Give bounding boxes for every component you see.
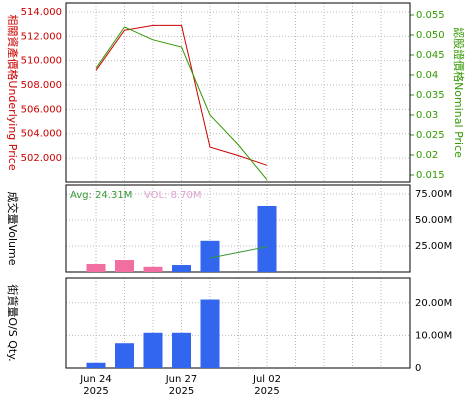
y-tick-label: 514.000 xyxy=(21,7,62,18)
bar xyxy=(172,332,191,368)
y2-tick-label: 0.025 xyxy=(416,130,445,141)
y-axis-label: 街貨量O/S Qty. xyxy=(6,284,20,361)
y2-tick-label: 0.045 xyxy=(416,50,445,61)
y-tick-label: 50.00M xyxy=(415,215,452,226)
bar xyxy=(257,205,277,272)
y2-tick-label: 0.015 xyxy=(416,170,445,181)
y-tick-label: 75.00M xyxy=(415,189,452,200)
x-tick-label: Jun 27 xyxy=(165,374,198,385)
y-axis-label: 相關資產價格Underlying Price xyxy=(6,14,20,170)
bar xyxy=(172,265,191,272)
x-tick-label: Jul 02 xyxy=(252,374,281,385)
x-tick-label: 2025 xyxy=(83,386,108,397)
bar xyxy=(115,343,134,368)
bar xyxy=(143,266,163,272)
y-tick-label: 20.00M xyxy=(415,298,452,309)
bar xyxy=(143,332,163,368)
bar xyxy=(86,263,106,272)
y2-tick-label: 0.04 xyxy=(416,70,438,81)
x-tick-label: 2025 xyxy=(169,386,194,397)
y2-tick-label: 0.035 xyxy=(416,90,445,101)
y-tick-label: 502.000 xyxy=(21,153,62,164)
plot-frame xyxy=(65,2,411,183)
y-tick-label: 510.000 xyxy=(21,56,62,67)
x-tick-label: 2025 xyxy=(254,386,279,397)
bar xyxy=(86,362,106,368)
y2-tick-label: 0.055 xyxy=(416,10,445,21)
bar xyxy=(115,260,134,272)
y-tick-label: 506.000 xyxy=(21,104,62,115)
y-tick-label: 0 xyxy=(415,363,421,374)
line xyxy=(95,24,268,166)
avg-label: Avg: 24.31M xyxy=(70,190,132,201)
y-tick-label: 504.000 xyxy=(21,129,62,140)
bar xyxy=(200,240,220,272)
vol-label: VOL: 8.70M xyxy=(144,190,202,201)
y2-tick-label: 0.03 xyxy=(416,110,438,121)
y2-axis-label: 認股證價格Nominal Price xyxy=(452,27,466,158)
y-tick-label: 25.00M xyxy=(415,241,452,252)
line xyxy=(95,26,268,181)
x-tick-label: Jun 24 xyxy=(79,374,112,385)
plot-frame xyxy=(65,184,411,273)
y-tick-label: 512.000 xyxy=(21,31,62,42)
y-tick-label: 10.00M xyxy=(415,330,452,341)
y2-tick-label: 0.050 xyxy=(416,30,445,41)
line xyxy=(209,246,268,259)
bar xyxy=(200,299,220,368)
plot-frame xyxy=(65,277,411,369)
y-axis-label: 成交量Volume xyxy=(6,192,20,266)
y-tick-label: 508.000 xyxy=(21,80,62,91)
y2-tick-label: 0.02 xyxy=(416,150,438,161)
